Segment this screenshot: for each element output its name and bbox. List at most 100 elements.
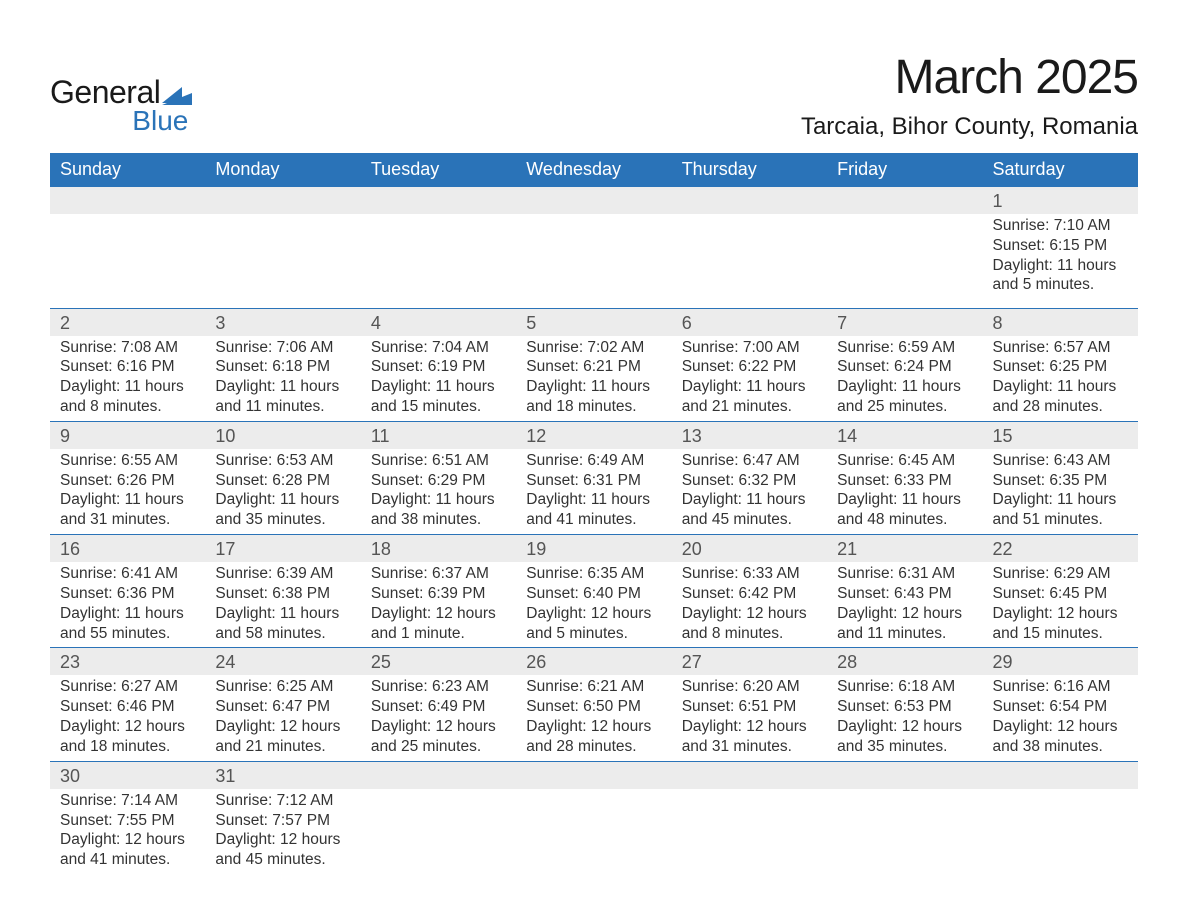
day-details: Sunrise: 7:04 AM Sunset: 6:19 PM Dayligh… (361, 336, 516, 422)
day-number: 23 (50, 648, 205, 676)
day-details: Sunrise: 6:45 AM Sunset: 6:33 PM Dayligh… (827, 449, 982, 535)
day-number (516, 187, 671, 215)
day-details (516, 214, 671, 308)
day-details: Sunrise: 6:43 AM Sunset: 6:35 PM Dayligh… (983, 449, 1138, 535)
day-details: Sunrise: 6:55 AM Sunset: 6:26 PM Dayligh… (50, 449, 205, 535)
day-number: 18 (361, 535, 516, 563)
day-details: Sunrise: 6:49 AM Sunset: 6:31 PM Dayligh… (516, 449, 671, 535)
day-number: 16 (50, 535, 205, 563)
day-number: 24 (205, 648, 360, 676)
day-details: Sunrise: 6:33 AM Sunset: 6:42 PM Dayligh… (672, 562, 827, 648)
day-details-row: Sunrise: 6:55 AM Sunset: 6:26 PM Dayligh… (50, 449, 1138, 535)
day-number-row: 23242526272829 (50, 648, 1138, 676)
day-details: Sunrise: 6:41 AM Sunset: 6:36 PM Dayligh… (50, 562, 205, 648)
day-number-row: 16171819202122 (50, 535, 1138, 563)
day-details: Sunrise: 6:25 AM Sunset: 6:47 PM Dayligh… (205, 675, 360, 761)
day-number-row: 3031 (50, 761, 1138, 789)
day-number: 4 (361, 308, 516, 336)
day-details (50, 214, 205, 308)
day-number: 28 (827, 648, 982, 676)
day-details (205, 214, 360, 308)
day-number: 21 (827, 535, 982, 563)
day-number: 6 (672, 308, 827, 336)
day-number: 14 (827, 421, 982, 449)
day-number: 2 (50, 308, 205, 336)
day-number (361, 187, 516, 215)
day-details: Sunrise: 6:47 AM Sunset: 6:32 PM Dayligh… (672, 449, 827, 535)
day-details: Sunrise: 7:02 AM Sunset: 6:21 PM Dayligh… (516, 336, 671, 422)
day-number (983, 761, 1138, 789)
title-block: March 2025 Tarcaia, Bihor County, Romani… (801, 50, 1138, 141)
day-details (827, 214, 982, 308)
day-number (672, 761, 827, 789)
weekday-header: Sunday (50, 153, 205, 187)
weekday-header: Thursday (672, 153, 827, 187)
day-details-row: Sunrise: 7:08 AM Sunset: 6:16 PM Dayligh… (50, 336, 1138, 422)
day-number: 26 (516, 648, 671, 676)
day-number: 20 (672, 535, 827, 563)
day-number: 22 (983, 535, 1138, 563)
day-details-row: Sunrise: 6:27 AM Sunset: 6:46 PM Dayligh… (50, 675, 1138, 761)
day-number: 19 (516, 535, 671, 563)
day-details: Sunrise: 6:51 AM Sunset: 6:29 PM Dayligh… (361, 449, 516, 535)
day-number: 17 (205, 535, 360, 563)
day-number (50, 187, 205, 215)
weekday-header: Saturday (983, 153, 1138, 187)
day-number: 7 (827, 308, 982, 336)
day-number: 27 (672, 648, 827, 676)
day-details (516, 789, 671, 874)
logo-flag-icon (162, 85, 192, 105)
day-details: Sunrise: 6:57 AM Sunset: 6:25 PM Dayligh… (983, 336, 1138, 422)
location: Tarcaia, Bihor County, Romania (801, 113, 1138, 141)
weekday-header: Monday (205, 153, 360, 187)
day-details (361, 789, 516, 874)
day-details: Sunrise: 7:00 AM Sunset: 6:22 PM Dayligh… (672, 336, 827, 422)
day-details (672, 214, 827, 308)
day-details: Sunrise: 6:31 AM Sunset: 6:43 PM Dayligh… (827, 562, 982, 648)
day-details (361, 214, 516, 308)
day-number: 29 (983, 648, 1138, 676)
calendar-table: SundayMondayTuesdayWednesdayThursdayFrid… (50, 153, 1138, 874)
day-details-row: Sunrise: 7:10 AM Sunset: 6:15 PM Dayligh… (50, 214, 1138, 308)
logo-text-blue: Blue (132, 105, 188, 137)
day-number: 30 (50, 761, 205, 789)
calendar-body: 1Sunrise: 7:10 AM Sunset: 6:15 PM Daylig… (50, 187, 1138, 875)
day-details: Sunrise: 6:23 AM Sunset: 6:49 PM Dayligh… (361, 675, 516, 761)
day-number: 9 (50, 421, 205, 449)
day-details-row: Sunrise: 6:41 AM Sunset: 6:36 PM Dayligh… (50, 562, 1138, 648)
day-number: 25 (361, 648, 516, 676)
day-number: 11 (361, 421, 516, 449)
day-details: Sunrise: 6:59 AM Sunset: 6:24 PM Dayligh… (827, 336, 982, 422)
day-details: Sunrise: 6:53 AM Sunset: 6:28 PM Dayligh… (205, 449, 360, 535)
day-details (827, 789, 982, 874)
weekday-header: Wednesday (516, 153, 671, 187)
day-details: Sunrise: 7:06 AM Sunset: 6:18 PM Dayligh… (205, 336, 360, 422)
logo: General Blue (50, 50, 192, 137)
day-number-row: 2345678 (50, 308, 1138, 336)
calendar-head: SundayMondayTuesdayWednesdayThursdayFrid… (50, 153, 1138, 187)
day-details: Sunrise: 6:20 AM Sunset: 6:51 PM Dayligh… (672, 675, 827, 761)
day-details: Sunrise: 6:18 AM Sunset: 6:53 PM Dayligh… (827, 675, 982, 761)
weekday-header: Tuesday (361, 153, 516, 187)
day-number: 13 (672, 421, 827, 449)
day-number (361, 761, 516, 789)
day-details: Sunrise: 6:27 AM Sunset: 6:46 PM Dayligh… (50, 675, 205, 761)
day-details: Sunrise: 6:21 AM Sunset: 6:50 PM Dayligh… (516, 675, 671, 761)
day-number: 1 (983, 187, 1138, 215)
header: General Blue March 2025 Tarcaia, Bihor C… (50, 50, 1138, 141)
day-number (516, 761, 671, 789)
day-details (672, 789, 827, 874)
day-details: Sunrise: 6:35 AM Sunset: 6:40 PM Dayligh… (516, 562, 671, 648)
weekday-header-row: SundayMondayTuesdayWednesdayThursdayFrid… (50, 153, 1138, 187)
day-details-row: Sunrise: 7:14 AM Sunset: 7:55 PM Dayligh… (50, 789, 1138, 874)
day-details (983, 789, 1138, 874)
day-details: Sunrise: 6:37 AM Sunset: 6:39 PM Dayligh… (361, 562, 516, 648)
day-number (672, 187, 827, 215)
day-details: Sunrise: 7:10 AM Sunset: 6:15 PM Dayligh… (983, 214, 1138, 308)
day-number (827, 187, 982, 215)
day-number: 5 (516, 308, 671, 336)
month-title: March 2025 (801, 50, 1138, 105)
day-details: Sunrise: 6:29 AM Sunset: 6:45 PM Dayligh… (983, 562, 1138, 648)
day-number (827, 761, 982, 789)
day-number: 8 (983, 308, 1138, 336)
